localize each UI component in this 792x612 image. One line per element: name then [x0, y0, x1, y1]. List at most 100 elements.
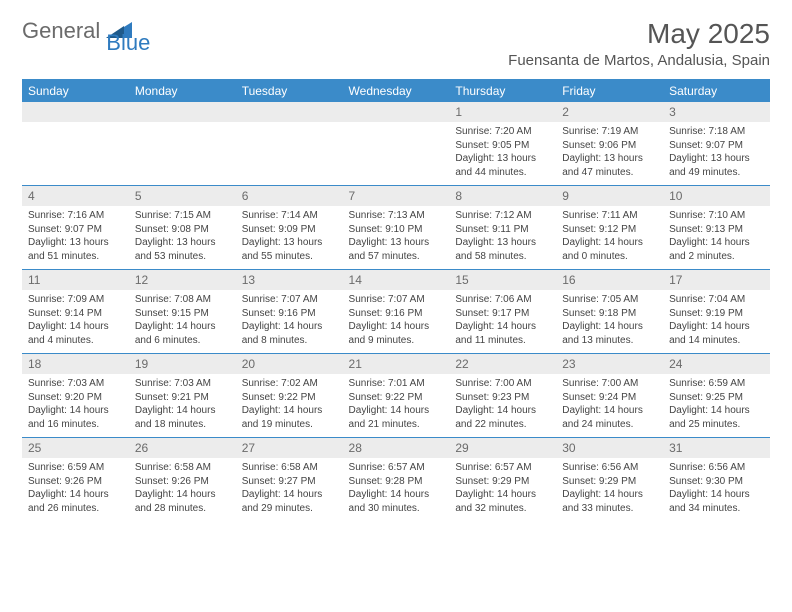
daylight-text: Daylight: 14 hours and 14 minutes.: [669, 320, 764, 347]
day-number: 31: [663, 438, 770, 458]
day-header-monday: Monday: [129, 80, 236, 103]
sunrise-text: Sunrise: 7:10 AM: [669, 209, 764, 223]
sunrise-text: Sunrise: 7:13 AM: [349, 209, 444, 223]
day-number: 3: [663, 102, 770, 122]
sunrise-text: Sunrise: 7:15 AM: [135, 209, 230, 223]
day-number: 29: [449, 438, 556, 458]
sunrise-text: Sunrise: 7:09 AM: [28, 293, 123, 307]
sunrise-text: Sunrise: 7:16 AM: [28, 209, 123, 223]
day-info: Sunrise: 7:02 AMSunset: 9:22 PMDaylight:…: [236, 374, 343, 437]
day-info: Sunrise: 7:08 AMSunset: 9:15 PMDaylight:…: [129, 290, 236, 353]
daylight-text: Daylight: 13 hours and 47 minutes.: [562, 152, 657, 179]
sunset-text: Sunset: 9:07 PM: [669, 139, 764, 153]
empty-daynum: [236, 102, 343, 122]
day-cell: 15Sunrise: 7:06 AMSunset: 9:17 PMDayligh…: [449, 270, 556, 354]
empty-cell: [22, 102, 129, 186]
daylight-text: Daylight: 14 hours and 21 minutes.: [349, 404, 444, 431]
sunrise-text: Sunrise: 6:56 AM: [562, 461, 657, 475]
day-info: Sunrise: 6:56 AMSunset: 9:30 PMDaylight:…: [663, 458, 770, 521]
sunset-text: Sunset: 9:12 PM: [562, 223, 657, 237]
sunset-text: Sunset: 9:27 PM: [242, 475, 337, 489]
sunset-text: Sunset: 9:24 PM: [562, 391, 657, 405]
empty-cell: [129, 102, 236, 186]
sunrise-text: Sunrise: 6:59 AM: [669, 377, 764, 391]
day-header-saturday: Saturday: [663, 80, 770, 103]
day-cell: 2Sunrise: 7:19 AMSunset: 9:06 PMDaylight…: [556, 102, 663, 186]
day-header-row: SundayMondayTuesdayWednesdayThursdayFrid…: [22, 80, 770, 103]
daylight-text: Daylight: 13 hours and 49 minutes.: [669, 152, 764, 179]
day-info: Sunrise: 7:07 AMSunset: 9:16 PMDaylight:…: [236, 290, 343, 353]
day-info: Sunrise: 7:12 AMSunset: 9:11 PMDaylight:…: [449, 206, 556, 269]
calendar-row: 18Sunrise: 7:03 AMSunset: 9:20 PMDayligh…: [22, 354, 770, 438]
daylight-text: Daylight: 14 hours and 13 minutes.: [562, 320, 657, 347]
day-info: Sunrise: 6:58 AMSunset: 9:27 PMDaylight:…: [236, 458, 343, 521]
day-cell: 20Sunrise: 7:02 AMSunset: 9:22 PMDayligh…: [236, 354, 343, 438]
day-cell: 21Sunrise: 7:01 AMSunset: 9:22 PMDayligh…: [343, 354, 450, 438]
daylight-text: Daylight: 14 hours and 8 minutes.: [242, 320, 337, 347]
month-title: May 2025: [508, 18, 770, 50]
day-number: 8: [449, 186, 556, 206]
sunset-text: Sunset: 9:20 PM: [28, 391, 123, 405]
sunset-text: Sunset: 9:05 PM: [455, 139, 550, 153]
sunset-text: Sunset: 9:16 PM: [349, 307, 444, 321]
sunrise-text: Sunrise: 7:00 AM: [562, 377, 657, 391]
sunrise-text: Sunrise: 7:14 AM: [242, 209, 337, 223]
sunset-text: Sunset: 9:13 PM: [669, 223, 764, 237]
daylight-text: Daylight: 14 hours and 6 minutes.: [135, 320, 230, 347]
calendar-row: 25Sunrise: 6:59 AMSunset: 9:26 PMDayligh…: [22, 438, 770, 522]
day-info: Sunrise: 6:59 AMSunset: 9:26 PMDaylight:…: [22, 458, 129, 521]
sunset-text: Sunset: 9:10 PM: [349, 223, 444, 237]
day-info: Sunrise: 7:04 AMSunset: 9:19 PMDaylight:…: [663, 290, 770, 353]
day-cell: 19Sunrise: 7:03 AMSunset: 9:21 PMDayligh…: [129, 354, 236, 438]
sunrise-text: Sunrise: 7:03 AM: [28, 377, 123, 391]
day-cell: 29Sunrise: 6:57 AMSunset: 9:29 PMDayligh…: [449, 438, 556, 522]
daylight-text: Daylight: 14 hours and 11 minutes.: [455, 320, 550, 347]
day-info: Sunrise: 7:15 AMSunset: 9:08 PMDaylight:…: [129, 206, 236, 269]
day-number: 25: [22, 438, 129, 458]
sunset-text: Sunset: 9:07 PM: [28, 223, 123, 237]
sunrise-text: Sunrise: 7:02 AM: [242, 377, 337, 391]
day-number: 1: [449, 102, 556, 122]
day-number: 27: [236, 438, 343, 458]
sunset-text: Sunset: 9:21 PM: [135, 391, 230, 405]
day-info: Sunrise: 7:03 AMSunset: 9:20 PMDaylight:…: [22, 374, 129, 437]
day-number: 5: [129, 186, 236, 206]
sunset-text: Sunset: 9:22 PM: [242, 391, 337, 405]
sunrise-text: Sunrise: 7:08 AM: [135, 293, 230, 307]
daylight-text: Daylight: 14 hours and 28 minutes.: [135, 488, 230, 515]
day-number: 15: [449, 270, 556, 290]
day-number: 12: [129, 270, 236, 290]
day-number: 23: [556, 354, 663, 374]
daylight-text: Daylight: 14 hours and 34 minutes.: [669, 488, 764, 515]
day-header-thursday: Thursday: [449, 80, 556, 103]
daylight-text: Daylight: 13 hours and 44 minutes.: [455, 152, 550, 179]
calendar-body: 1Sunrise: 7:20 AMSunset: 9:05 PMDaylight…: [22, 102, 770, 521]
sunset-text: Sunset: 9:23 PM: [455, 391, 550, 405]
sunset-text: Sunset: 9:11 PM: [455, 223, 550, 237]
day-cell: 17Sunrise: 7:04 AMSunset: 9:19 PMDayligh…: [663, 270, 770, 354]
daylight-text: Daylight: 14 hours and 4 minutes.: [28, 320, 123, 347]
daylight-text: Daylight: 14 hours and 25 minutes.: [669, 404, 764, 431]
day-number: 26: [129, 438, 236, 458]
sunrise-text: Sunrise: 6:58 AM: [242, 461, 337, 475]
day-number: 24: [663, 354, 770, 374]
day-number: 21: [343, 354, 450, 374]
logo-text-blue: Blue: [106, 30, 150, 55]
day-number: 13: [236, 270, 343, 290]
daylight-text: Daylight: 14 hours and 32 minutes.: [455, 488, 550, 515]
daylight-text: Daylight: 14 hours and 30 minutes.: [349, 488, 444, 515]
sunset-text: Sunset: 9:22 PM: [349, 391, 444, 405]
day-cell: 28Sunrise: 6:57 AMSunset: 9:28 PMDayligh…: [343, 438, 450, 522]
day-number: 2: [556, 102, 663, 122]
daylight-text: Daylight: 14 hours and 9 minutes.: [349, 320, 444, 347]
header: General Blue May 2025 Fuensanta de Marto…: [22, 18, 770, 69]
daylight-text: Daylight: 14 hours and 0 minutes.: [562, 236, 657, 263]
day-number: 7: [343, 186, 450, 206]
day-number: 20: [236, 354, 343, 374]
sunset-text: Sunset: 9:16 PM: [242, 307, 337, 321]
sunset-text: Sunset: 9:29 PM: [455, 475, 550, 489]
day-number: 19: [129, 354, 236, 374]
day-number: 4: [22, 186, 129, 206]
sunset-text: Sunset: 9:26 PM: [135, 475, 230, 489]
day-info: Sunrise: 7:07 AMSunset: 9:16 PMDaylight:…: [343, 290, 450, 353]
